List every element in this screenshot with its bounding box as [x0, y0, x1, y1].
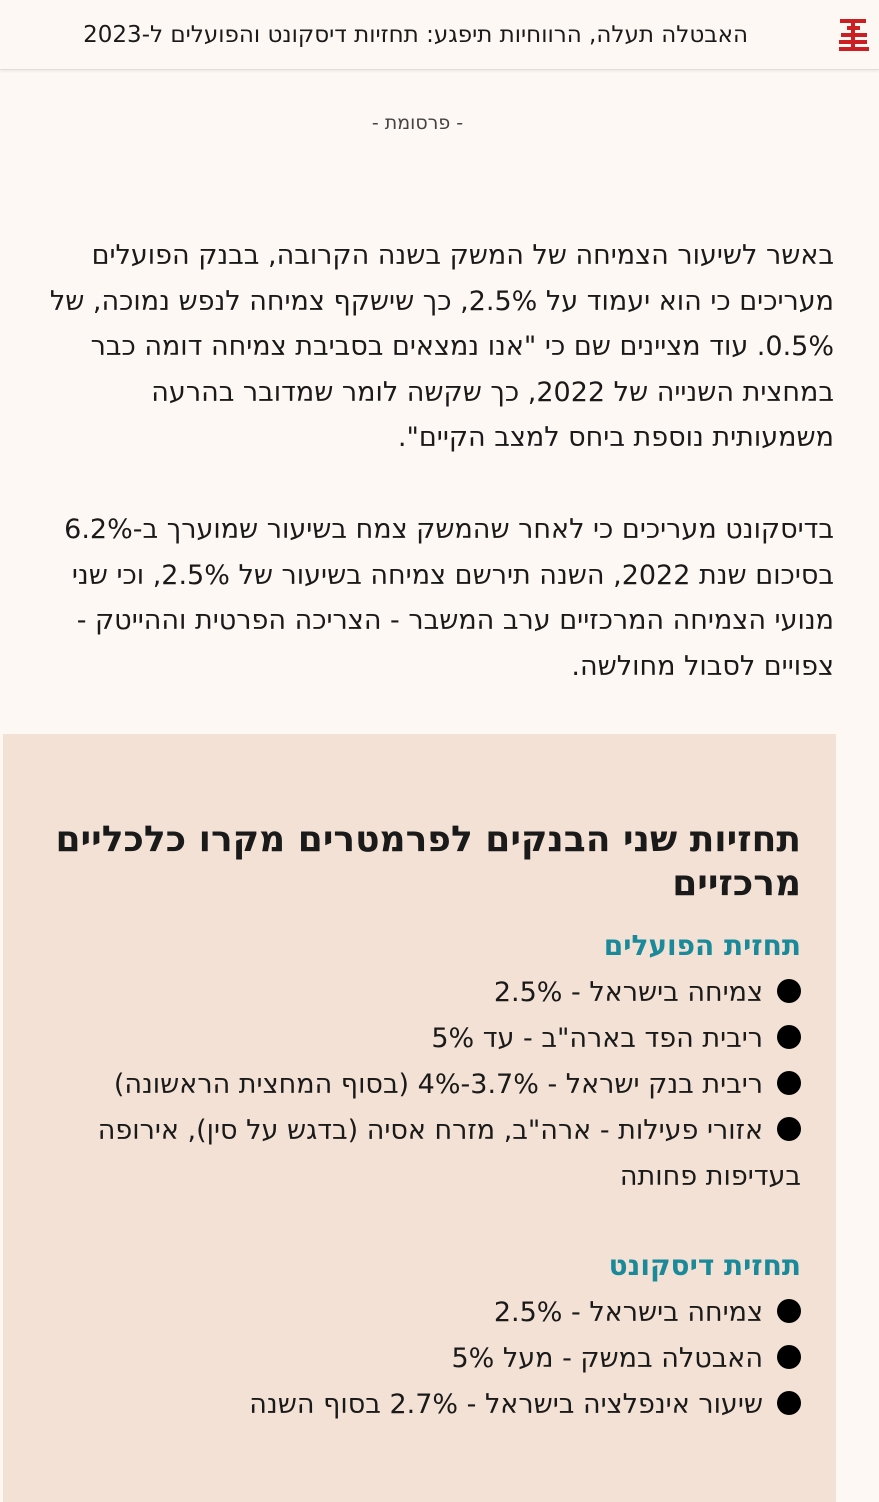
article-paragraph: בדיסקונט מעריכים כי לאחר שהמשק צמח בשיעו… — [64, 514, 834, 682]
bullet-icon — [777, 1391, 801, 1415]
poalim-forecast-heading: תחזית הפועלים — [603, 929, 801, 962]
poalim-forecast-list: צמיחה בישראל - 2.5% ריבית הפד בארה"ב - ע… — [41, 970, 801, 1200]
list-item: ריבית בנק ישראל - 3.7%-4% (בסוף המחצית ה… — [41, 1062, 801, 1108]
list-item: האבטלה במשק - מעל 5% — [41, 1336, 801, 1382]
list-item: ריבית הפד בארה"ב - עד 5% — [41, 1016, 801, 1062]
bullet-icon — [777, 1117, 801, 1141]
list-item-text: צמיחה בישראל - 2.5% — [493, 1297, 763, 1328]
bullet-icon — [777, 1299, 801, 1323]
list-item-text: שיעור אינפלציה בישראל - 2.7% בסוף השנה — [249, 1389, 763, 1420]
discount-forecast-heading: תחזית דיסקונט — [608, 1249, 801, 1282]
bullet-icon — [777, 1025, 801, 1049]
forecast-box: תחזיות שני הבנקים לפרמטרים מקרו כלכליים … — [3, 734, 836, 1502]
list-item-text: ריבית הפד בארה"ב - עד 5% — [431, 1023, 763, 1054]
list-item: צמיחה בישראל - 2.5% — [41, 970, 801, 1016]
list-item-text: אזורי פעילות - ארה"ב, מזרח אסיה (בדגש על… — [97, 1115, 801, 1192]
list-item: צמיחה בישראל - 2.5% — [41, 1290, 801, 1336]
list-item: שיעור אינפלציה בישראל - 2.7% בסוף השנה — [41, 1382, 801, 1428]
article-title[interactable]: האבטלה תעלה, הרווחיות תיפגע: תחזיות דיסק… — [83, 22, 748, 48]
discount-forecast-list: צמיחה בישראל - 2.5% האבטלה במשק - מעל 5%… — [41, 1290, 801, 1428]
list-item-text: ריבית בנק ישראל - 3.7%-4% (בסוף המחצית ה… — [113, 1069, 763, 1100]
bullet-icon — [777, 1071, 801, 1095]
bullet-icon — [777, 979, 801, 1003]
bullet-icon — [777, 1345, 801, 1369]
top-bar: האבטלה תעלה, הרווחיות תיפגע: תחזיות דיסק… — [0, 0, 879, 70]
advertisement-label: - פרסומת - — [371, 112, 464, 134]
forecast-box-title: תחזיות שני הבנקים לפרמטרים מקרו כלכליים … — [55, 819, 801, 904]
article-paragraph: באשר לשיעור הצמיחה של המשק בשנה הקרובה, … — [49, 240, 834, 453]
site-logo-icon[interactable] — [837, 17, 871, 53]
list-item-text: האבטלה במשק - מעל 5% — [451, 1343, 763, 1374]
list-item-text: צמיחה בישראל - 2.5% — [493, 977, 763, 1008]
list-item: אזורי פעילות - ארה"ב, מזרח אסיה (בדגש על… — [41, 1108, 801, 1200]
